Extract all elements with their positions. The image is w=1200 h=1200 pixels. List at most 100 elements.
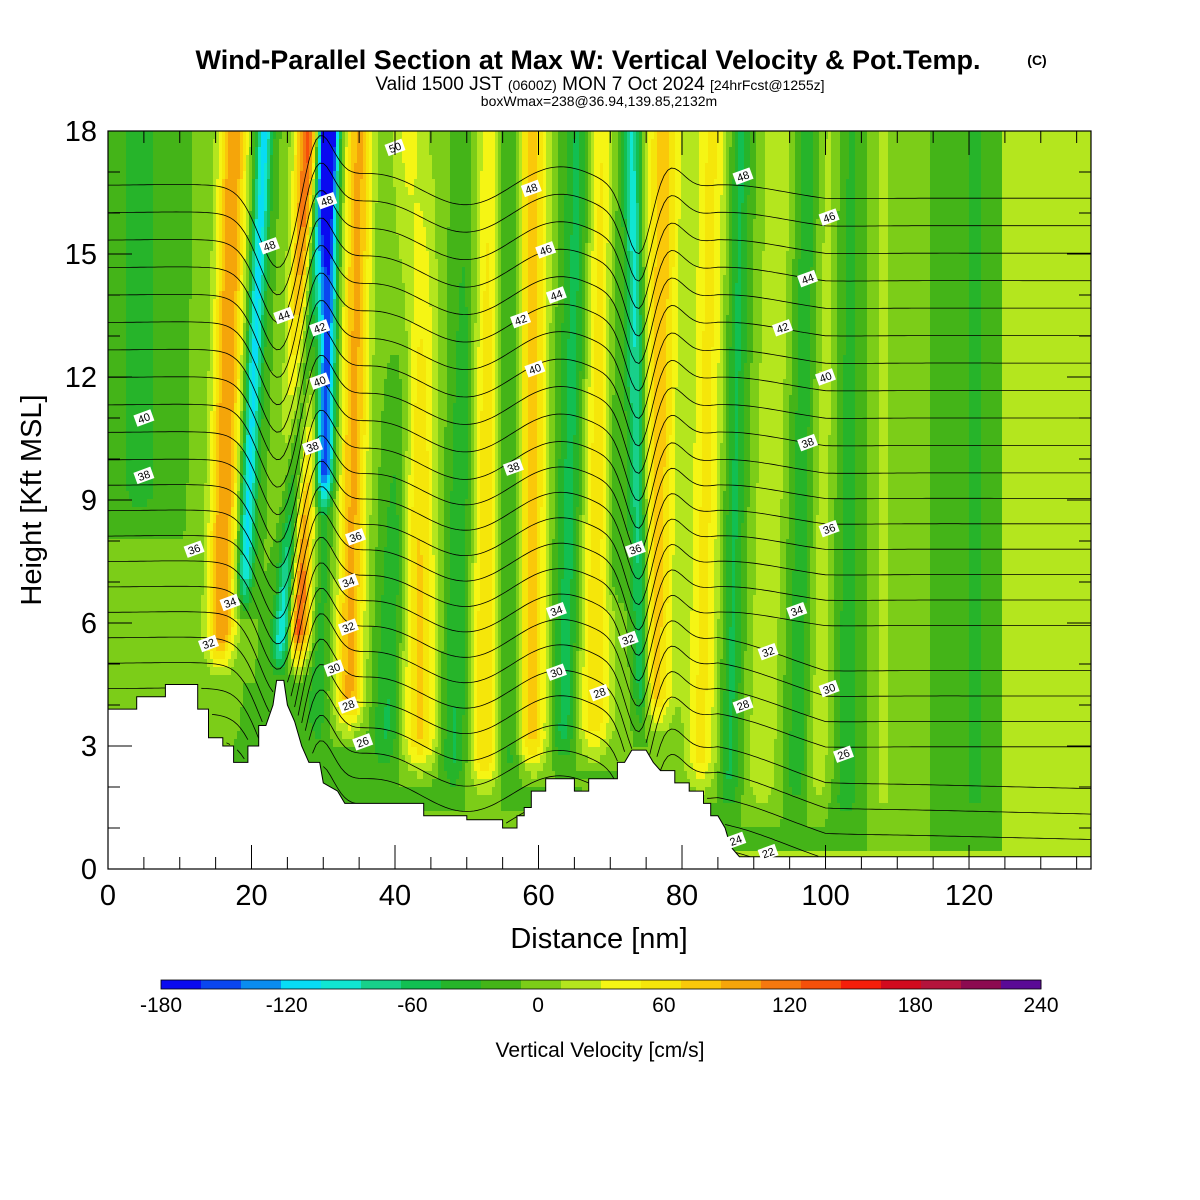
velocity-cell <box>567 131 576 139</box>
velocity-cell <box>582 267 585 275</box>
velocity-cell <box>447 419 453 427</box>
velocity-cell <box>969 339 981 347</box>
velocity-cell <box>243 347 246 355</box>
velocity-cell <box>726 243 729 251</box>
velocity-cell <box>543 227 546 235</box>
velocity-cell <box>588 387 594 395</box>
velocity-cell <box>756 187 765 195</box>
velocity-cell <box>414 235 426 243</box>
velocity-cell <box>453 451 468 459</box>
velocity-cell <box>729 163 735 171</box>
velocity-cell <box>210 419 213 427</box>
velocity-cell <box>528 443 537 451</box>
velocity-cell <box>639 211 642 219</box>
velocity-cell <box>300 171 309 179</box>
velocity-cell <box>354 315 360 323</box>
velocity-cell <box>528 195 537 203</box>
velocity-cell <box>753 291 762 299</box>
velocity-cell <box>240 267 243 275</box>
velocity-cell <box>588 435 594 443</box>
velocity-cell <box>627 171 630 179</box>
velocity-cell <box>477 387 483 395</box>
velocity-cell <box>240 419 243 427</box>
velocity-cell <box>258 299 261 307</box>
velocity-cell <box>585 267 588 275</box>
velocity-cell <box>543 467 546 475</box>
velocity-cell <box>477 475 480 483</box>
velocity-cell <box>726 403 729 411</box>
velocity-cell <box>270 147 273 155</box>
velocity-cell <box>318 147 321 155</box>
velocity-cell <box>336 379 339 387</box>
velocity-cell <box>840 171 849 179</box>
velocity-cell <box>567 339 576 347</box>
velocity-cell <box>252 347 258 355</box>
velocity-cell <box>216 443 219 451</box>
velocity-cell <box>639 259 642 267</box>
velocity-cell <box>675 243 678 251</box>
velocity-cell <box>549 467 555 475</box>
velocity-cell <box>483 299 489 307</box>
velocity-cell <box>222 355 234 363</box>
velocity-cell <box>855 179 867 187</box>
velocity-cell <box>309 147 312 155</box>
velocity-cell <box>291 315 303 323</box>
velocity-cell <box>267 267 270 275</box>
velocity-cell <box>888 299 930 307</box>
velocity-cell <box>741 283 747 291</box>
velocity-cell <box>816 347 822 355</box>
velocity-cell <box>537 499 543 507</box>
velocity-cell <box>816 267 822 275</box>
velocity-cell <box>828 499 834 507</box>
velocity-cell <box>351 499 357 507</box>
velocity-cell <box>336 363 339 371</box>
velocity-cell <box>477 507 480 515</box>
velocity-cell <box>498 219 501 227</box>
velocity-cell <box>471 363 474 371</box>
velocity-cell <box>888 499 930 507</box>
velocity-cell <box>699 131 708 139</box>
velocity-cell <box>234 379 237 387</box>
velocity-cell <box>651 283 654 291</box>
velocity-cell <box>246 483 249 491</box>
velocity-cell <box>225 283 237 291</box>
velocity-cell <box>480 315 483 323</box>
velocity-cell <box>582 499 585 507</box>
velocity-cell <box>846 347 855 355</box>
velocity-cell <box>288 363 297 371</box>
velocity-cell <box>414 259 429 267</box>
velocity-cell <box>828 483 837 491</box>
velocity-cell <box>651 235 657 243</box>
velocity-cell <box>459 315 468 323</box>
velocity-cell <box>498 195 501 203</box>
velocity-cell <box>837 395 843 403</box>
velocity-cell <box>522 403 528 411</box>
velocity-cell <box>366 331 369 339</box>
velocity-cell <box>753 283 762 291</box>
velocity-cell <box>261 451 267 459</box>
velocity-cell <box>264 355 273 363</box>
velocity-cell <box>252 187 255 195</box>
velocity-cell <box>219 227 222 235</box>
velocity-cell <box>633 291 636 299</box>
velocity-cell <box>258 219 264 227</box>
velocity-cell <box>342 323 345 331</box>
velocity-cell <box>345 147 348 155</box>
velocity-cell <box>342 419 345 427</box>
velocity-cell <box>585 219 588 227</box>
velocity-cell <box>438 339 447 347</box>
velocity-cell <box>699 155 708 163</box>
velocity-cell <box>480 499 492 507</box>
velocity-cell <box>522 499 528 507</box>
velocity-cell <box>537 403 543 411</box>
velocity-cell <box>573 435 579 443</box>
velocity-cell <box>273 291 285 299</box>
velocity-cell <box>492 323 495 331</box>
velocity-cell <box>255 331 258 339</box>
velocity-cell <box>594 315 603 323</box>
velocity-cell <box>333 267 336 275</box>
velocity-cell <box>594 403 603 411</box>
velocity-cell <box>189 315 210 323</box>
velocity-cell <box>795 187 801 195</box>
velocity-cell <box>468 339 471 347</box>
